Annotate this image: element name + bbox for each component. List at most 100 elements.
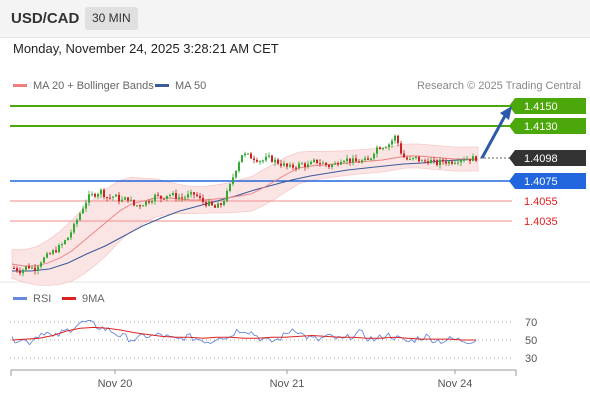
candle — [319, 159, 321, 167]
candle — [373, 152, 375, 161]
candle-body — [136, 205, 138, 207]
candle-body — [73, 223, 75, 233]
candle-body — [382, 147, 384, 150]
candle-body — [451, 161, 453, 164]
candle — [49, 252, 51, 255]
candle-body — [409, 158, 411, 160]
candle — [40, 261, 42, 269]
candle-body — [427, 161, 429, 164]
candle — [22, 268, 24, 277]
x-tick-label: Nov 24 — [438, 378, 473, 390]
legend-ma50: MA 50 — [155, 80, 206, 92]
candle — [64, 239, 66, 245]
candle-body — [247, 153, 249, 155]
candle — [220, 202, 222, 208]
candle — [409, 156, 411, 161]
candle — [283, 160, 285, 167]
candle-body — [229, 183, 231, 192]
candle — [301, 161, 303, 165]
candle — [73, 222, 75, 235]
candle-body — [199, 195, 201, 198]
candle — [88, 190, 90, 207]
candle — [187, 190, 189, 200]
candle — [268, 152, 270, 159]
candle-body — [22, 269, 24, 274]
candle-body — [274, 159, 276, 163]
candle-body — [442, 159, 444, 162]
candle-body — [268, 155, 270, 157]
candle — [385, 145, 387, 149]
candle-body — [100, 189, 102, 195]
candle — [379, 145, 381, 150]
candle — [265, 152, 267, 163]
candle — [226, 188, 228, 203]
candle — [424, 158, 426, 164]
candle-body — [133, 199, 135, 206]
level-label: 1.4055 — [524, 196, 558, 208]
candle — [322, 160, 324, 164]
candle — [439, 156, 441, 169]
candle — [349, 158, 351, 166]
candle-body — [124, 197, 126, 200]
candle-body — [397, 135, 399, 144]
interval-button[interactable]: 30 MIN — [85, 7, 138, 30]
candle-body — [232, 177, 234, 184]
candle — [346, 154, 348, 165]
candle-body — [448, 161, 450, 164]
candle-body — [16, 268, 18, 271]
candle-body — [343, 161, 345, 163]
candle-body — [40, 262, 42, 267]
candle-body — [367, 158, 369, 160]
candle-body — [13, 268, 15, 269]
candle-body — [67, 237, 69, 241]
candle — [343, 159, 345, 164]
candle-body — [85, 202, 87, 209]
candle — [103, 188, 105, 200]
candle-body — [256, 159, 258, 162]
candle — [91, 191, 93, 197]
candle — [403, 149, 405, 158]
candle-body — [58, 245, 60, 253]
candle-body — [34, 267, 36, 271]
candle — [310, 160, 312, 165]
candle-body — [115, 194, 117, 197]
candle — [154, 193, 156, 205]
candle — [289, 162, 291, 168]
candle-body — [334, 163, 336, 165]
candle-body — [313, 159, 315, 163]
candle-body — [193, 192, 195, 195]
candle — [85, 199, 87, 213]
candle — [412, 157, 414, 161]
candle — [367, 155, 369, 160]
candle — [340, 159, 342, 166]
candle — [166, 195, 168, 202]
candle — [136, 205, 138, 207]
candle-body — [469, 159, 471, 162]
candle — [433, 156, 435, 164]
candle — [16, 266, 18, 273]
projection-arrow-head — [500, 106, 512, 120]
candle-body — [340, 161, 342, 165]
candle-body — [355, 158, 357, 162]
candle-body — [172, 193, 174, 195]
level-label: 1.4150 — [524, 101, 558, 113]
candle-body — [319, 163, 321, 165]
candle — [316, 159, 318, 165]
candle — [313, 158, 315, 164]
candle-body — [364, 158, 366, 161]
candle — [352, 154, 354, 166]
candle-body — [235, 170, 237, 178]
candle — [427, 158, 429, 165]
candle — [463, 156, 465, 163]
candle-body — [316, 159, 318, 164]
candle — [253, 155, 255, 164]
candle — [298, 161, 300, 171]
candle — [250, 151, 252, 159]
candle — [418, 156, 420, 164]
level-box — [515, 98, 586, 114]
candle — [436, 158, 438, 167]
candle-body — [82, 208, 84, 214]
x-tick-label: Nov 21 — [270, 378, 305, 390]
candle — [169, 193, 171, 198]
